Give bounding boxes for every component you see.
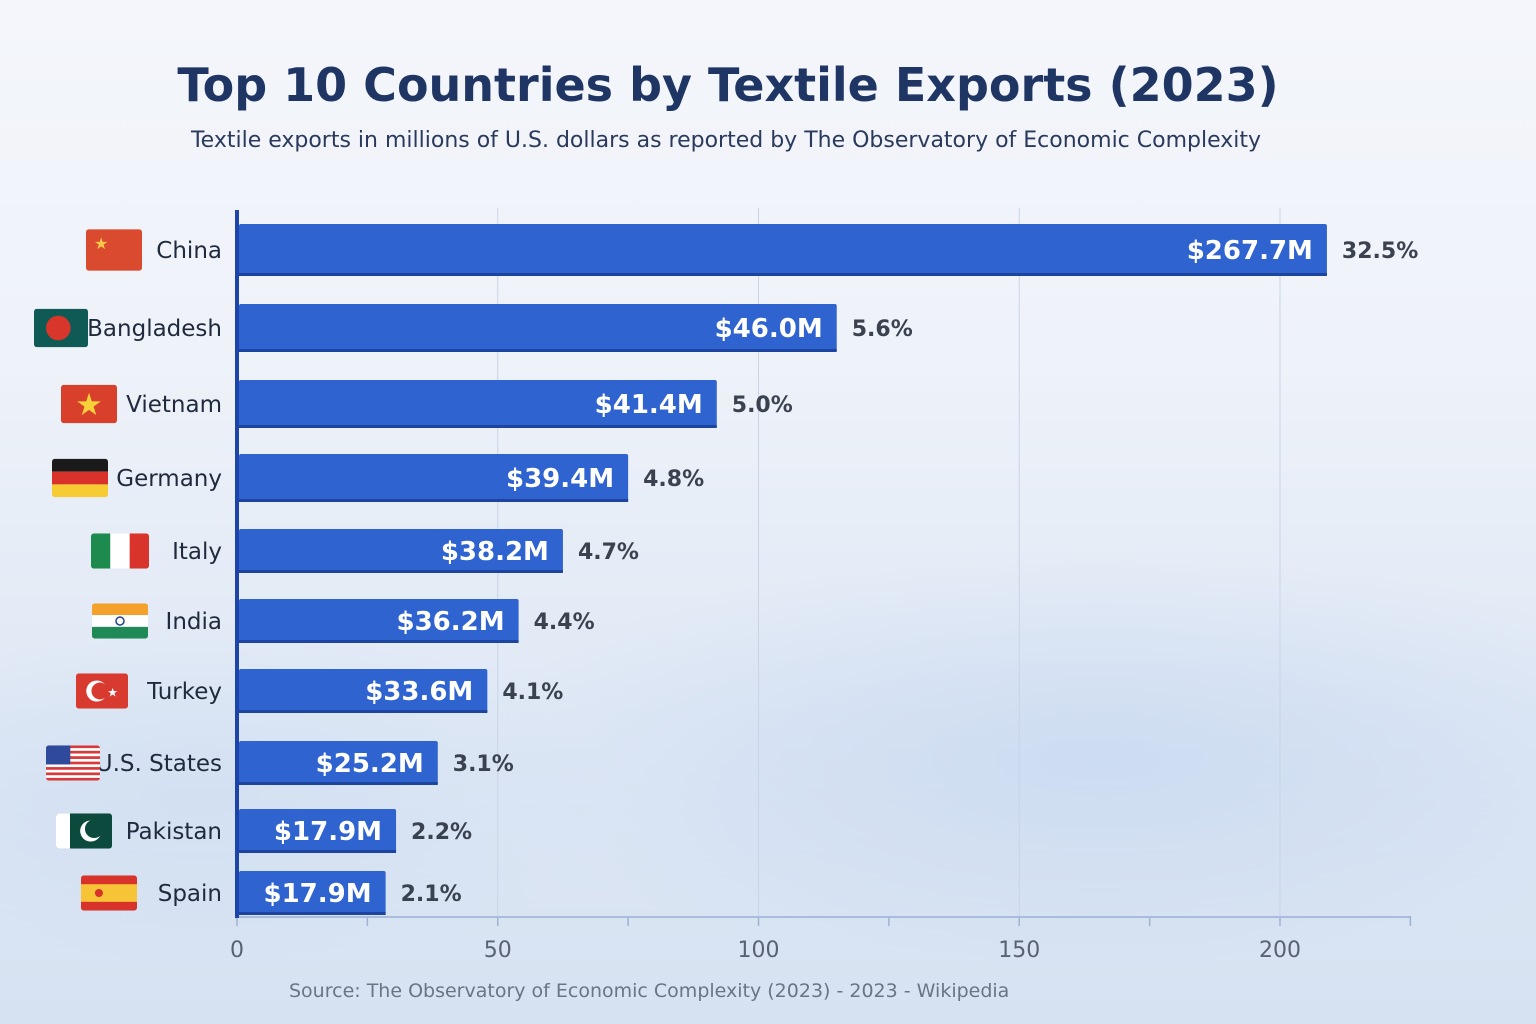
bar-row: India $36.2M 4.4% — [166, 599, 595, 643]
value-label: $46.0M — [715, 314, 823, 344]
bangladesh-flag-icon — [34, 308, 88, 348]
india-flag-icon — [92, 603, 148, 639]
bar-shadow — [239, 499, 629, 502]
bar-shadow — [239, 349, 837, 352]
value-label: $38.2M — [441, 537, 549, 567]
bar — [239, 599, 519, 643]
bar-row: Italy $38.2M 4.7% — [172, 529, 639, 573]
value-label: $25.2M — [316, 749, 424, 779]
share-label: 4.8% — [643, 467, 704, 492]
value-label: $17.9M — [264, 879, 372, 909]
x-tick-label: 200 — [1259, 938, 1301, 963]
value-label: $36.2M — [396, 607, 504, 637]
bar-shadow — [239, 710, 488, 713]
share-label: 4.7% — [578, 540, 639, 565]
chart-subtitle: Textile exports in millions of U.S. doll… — [190, 128, 1262, 153]
category-label: Bangladesh — [87, 316, 222, 342]
share-label: 32.5% — [1342, 239, 1418, 264]
spain-flag-icon — [81, 875, 137, 911]
category-label: Spain — [158, 881, 222, 907]
x-tick-label: 150 — [998, 938, 1040, 963]
value-label: $33.6M — [365, 677, 473, 707]
x-tick-label: 50 — [484, 938, 512, 963]
germany-flag-icon — [52, 458, 108, 498]
category-label: Pakistan — [126, 819, 222, 845]
category-label: Germany — [116, 466, 222, 492]
bar-row: Bangladesh $46.0M 5.6% — [87, 304, 913, 352]
bar-row: Germany $39.4M 4.8% — [116, 454, 704, 502]
bar-row: China $267.7M 32.5% — [156, 224, 1418, 276]
bar-row: U.S. States $25.2M 3.1% — [96, 741, 514, 785]
bar — [239, 454, 629, 502]
bar-row: Vietnam $41.4M 5.0% — [126, 380, 793, 428]
category-label: Turkey — [146, 679, 222, 705]
bar-shadow — [239, 640, 519, 643]
category-label: Vietnam — [126, 392, 222, 418]
svg-text:★: ★ — [107, 685, 118, 699]
share-label: 4.1% — [502, 680, 563, 705]
vietnam-flag-icon: ★ — [61, 384, 117, 424]
svg-text:★: ★ — [94, 234, 108, 253]
bar-shadow — [239, 912, 386, 915]
share-label: 3.1% — [453, 752, 514, 777]
share-label: 5.0% — [732, 393, 793, 418]
bar — [239, 529, 563, 573]
bar-row: Spain $17.9M 2.1% — [158, 871, 462, 915]
share-label: 2.2% — [411, 820, 472, 845]
china-flag-icon: ★ — [86, 229, 142, 271]
turkey-flag-icon: ★ — [76, 673, 128, 709]
bar — [239, 224, 1327, 276]
bar-shadow — [239, 425, 717, 428]
value-label: $39.4M — [506, 464, 614, 494]
bar-row: Pakistan $17.9M 2.2% — [126, 809, 472, 853]
category-label: Italy — [172, 539, 222, 565]
x-tick-label: 100 — [738, 938, 780, 963]
bar-shadow — [239, 570, 563, 573]
bar — [239, 380, 717, 428]
bar — [239, 669, 488, 713]
x-tick-label: 0 — [230, 938, 244, 963]
share-label: 4.4% — [534, 610, 595, 635]
bar — [239, 741, 438, 785]
chart-title: Top 10 Countries by Textile Exports (202… — [177, 58, 1279, 112]
bar — [239, 809, 397, 853]
pakistan-flag-icon — [56, 813, 112, 849]
value-label: $17.9M — [274, 817, 382, 847]
bar-row: Turkey $33.6M 4.1% — [146, 669, 563, 713]
bar — [239, 871, 386, 915]
bar-shadow — [239, 782, 438, 785]
category-label: U.S. States — [96, 751, 222, 777]
svg-text:★: ★ — [75, 387, 103, 423]
bar-shadow — [239, 850, 397, 853]
category-label: India — [166, 609, 222, 635]
source-note: Source: The Observatory of Economic Comp… — [289, 980, 1010, 1002]
value-label: $41.4M — [595, 390, 703, 420]
usa-flag-icon — [46, 745, 100, 781]
share-label: 5.6% — [852, 317, 913, 342]
bar-shadow — [239, 273, 1327, 276]
share-label: 2.1% — [401, 882, 462, 907]
category-label: China — [156, 238, 222, 264]
italy-flag-icon — [91, 533, 149, 569]
bar — [239, 304, 837, 352]
value-label: $267.7M — [1187, 236, 1313, 266]
